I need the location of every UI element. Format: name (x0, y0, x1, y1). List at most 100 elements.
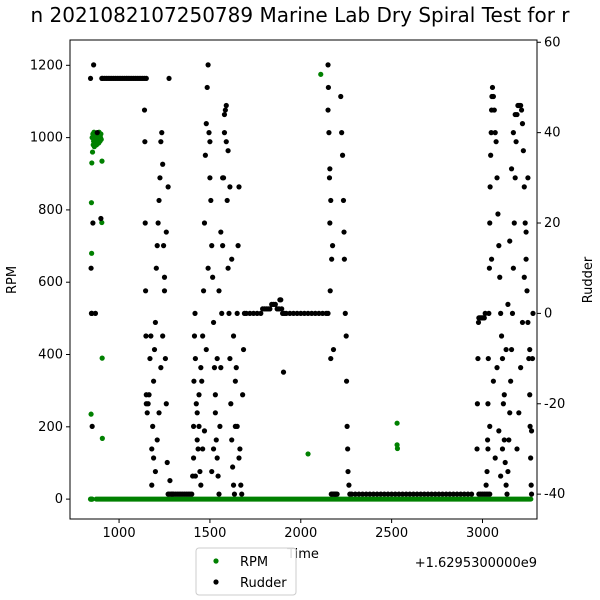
rudder-point (403, 491, 409, 497)
rudder-point (194, 410, 200, 416)
rudder-point (225, 265, 231, 271)
y-axis-right: -40 -20 0 20 40 60 (537, 35, 565, 502)
rudder-point (506, 437, 512, 443)
rudder-point (243, 310, 249, 316)
rudder-point (392, 491, 398, 497)
y-left-tick-label: 600 (38, 275, 63, 290)
rudder-point (195, 446, 201, 452)
legend-marker-rpm (213, 558, 219, 564)
rudder-point (326, 130, 332, 136)
rudder-point (523, 256, 529, 262)
rudder-point (247, 310, 253, 316)
rudder-point (523, 229, 529, 235)
rudder-point (218, 229, 224, 235)
rudder-point (447, 491, 453, 497)
rudder-point (226, 310, 232, 316)
rudder-point (485, 401, 491, 407)
rudder-point (485, 355, 491, 362)
rudder-point (512, 175, 518, 181)
rudder-point (414, 491, 420, 497)
rudder-point (280, 369, 287, 375)
rudder-point (234, 310, 240, 316)
rudder-point (192, 355, 198, 362)
rudder-point (496, 428, 502, 434)
rudder-point (474, 401, 480, 407)
rudder-point (342, 310, 348, 316)
rudder-point (488, 152, 494, 158)
rudder-point (156, 197, 162, 204)
rudder-point (219, 310, 225, 316)
legend-label-rpm: RPM (240, 555, 268, 570)
rudder-point (407, 491, 413, 497)
rudder-point (203, 120, 209, 127)
rudder-point (267, 306, 273, 312)
rudder-point (521, 184, 527, 190)
rudder-point (216, 288, 222, 294)
rudder-point (91, 62, 97, 68)
rudder-point (498, 473, 504, 479)
rudder-point (160, 243, 167, 249)
rudder-point (482, 310, 488, 316)
rudder-point (213, 437, 219, 443)
rudder-point (200, 446, 206, 452)
rudder-point (164, 459, 170, 466)
rudder-point (326, 175, 333, 181)
y-left-tick-label: 1200 (30, 58, 63, 73)
rudder-point (399, 491, 406, 497)
rudder-point (166, 75, 172, 82)
rudder-point (232, 378, 238, 384)
rudder-point (359, 491, 366, 497)
rudder-point (92, 310, 99, 316)
rudder-point (210, 274, 216, 280)
rudder-point (229, 437, 235, 443)
rudder-point (142, 288, 149, 294)
rudder-point (217, 423, 223, 429)
rudder-point (443, 491, 449, 497)
x-tick-label: 2000 (284, 526, 317, 541)
rudder-point (487, 491, 493, 497)
rudder-point (340, 197, 347, 204)
rudder-point (210, 446, 217, 452)
rudder-point (150, 423, 156, 429)
rudder-point (468, 491, 475, 497)
rudder-point (223, 102, 229, 109)
rudder-point (220, 175, 226, 181)
rudder-point (89, 423, 95, 429)
rudder-point (521, 274, 527, 280)
rudder-point (221, 130, 228, 136)
rudder-point (492, 455, 498, 461)
rudder-point (410, 491, 417, 497)
rudder-point (152, 319, 159, 326)
rudder-point (465, 491, 471, 497)
rudder-point (530, 310, 536, 316)
rudder-point (475, 319, 482, 326)
rudder-point (525, 319, 531, 326)
rudder-point (487, 184, 493, 190)
rudder-point (454, 491, 460, 497)
rudder-point (339, 152, 346, 158)
rudder-point (334, 491, 340, 497)
rudder-point (510, 130, 516, 136)
rudder-point (207, 139, 213, 145)
rudder-point (367, 491, 373, 497)
rudder-point (508, 166, 515, 172)
rudder-point (89, 310, 95, 316)
rudder-point (141, 107, 148, 113)
rudder-point (519, 319, 526, 326)
y-axis-left: 0 200 400 600 800 1000 1200 (30, 58, 70, 507)
rudder-point (319, 310, 326, 316)
rudder-point (250, 310, 257, 316)
rudder-point (230, 333, 237, 339)
y-right-tick-label: 40 (544, 126, 561, 141)
rudder-point (145, 401, 151, 407)
y-left-tick-label: 0 (55, 492, 63, 507)
plot-marks (87, 62, 536, 502)
rudder-point (345, 446, 351, 452)
rpm-point (99, 158, 105, 164)
rudder-point (238, 482, 244, 488)
rudder-point (228, 401, 234, 407)
rudder-point (327, 288, 333, 294)
rudder-point (218, 365, 224, 371)
rudder-point (196, 392, 202, 398)
rpm-zero-band (93, 496, 534, 502)
